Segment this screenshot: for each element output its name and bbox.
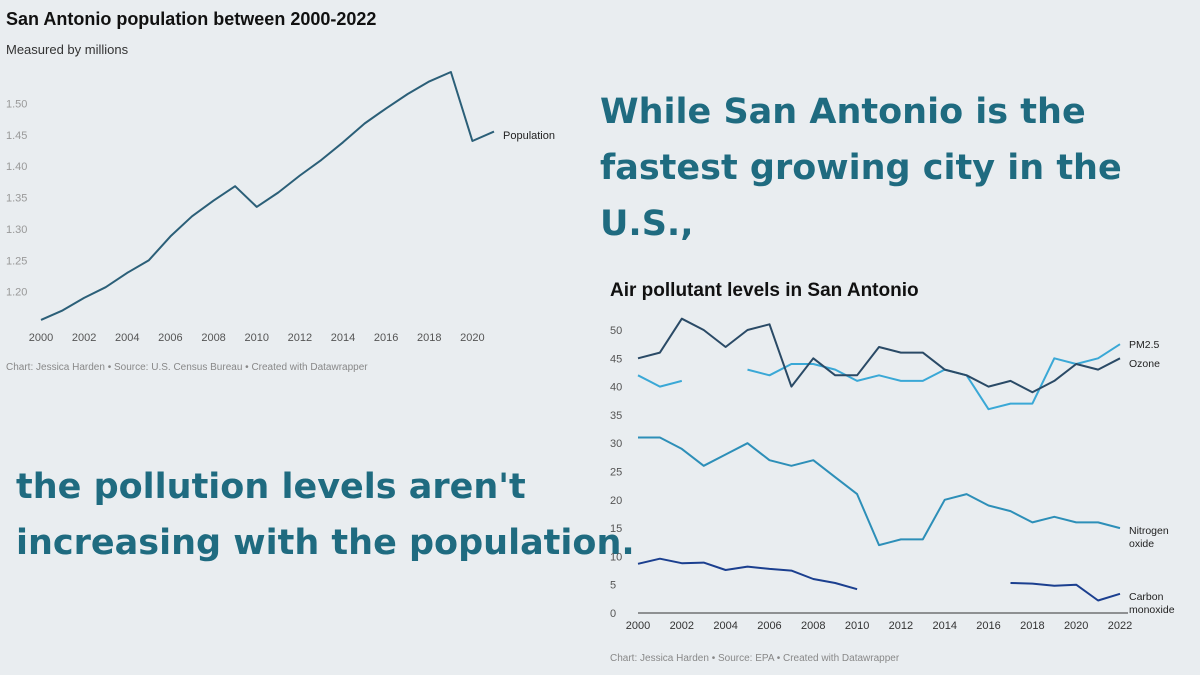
series-line-nitrogen-oxide xyxy=(638,436,1121,547)
series-label-ozone: Ozone xyxy=(1129,358,1160,370)
x-tick-label: 2018 xyxy=(417,332,441,344)
x-tick-label: 2012 xyxy=(288,332,312,344)
series-label-population: Population xyxy=(503,130,555,142)
series-label-nitrogen-oxide: oxide xyxy=(1129,538,1154,550)
y-tick-label: 1.35 xyxy=(6,193,27,205)
population-chart: 1.20 1.25 1.30 1.35 1.40 1.45 1.50 2000 2002 2004… xyxy=(6,71,555,344)
series-line-carbon-monoxide xyxy=(1010,582,1121,602)
x-tick-label: 2014 xyxy=(932,620,956,632)
x-tick-label: 2002 xyxy=(72,332,96,344)
x-tick-label: 2018 xyxy=(1020,620,1044,632)
x-tick-label: 2006 xyxy=(158,332,182,344)
series-label-nitrogen-oxide: Nitrogen xyxy=(1129,525,1169,537)
y-tick-label: 1.20 xyxy=(6,287,27,299)
x-tick-label: 2016 xyxy=(976,620,1000,632)
x-tick-label: 2000 xyxy=(29,332,53,344)
y-tick-label: 0 xyxy=(610,608,616,620)
x-tick-label: 2016 xyxy=(374,332,398,344)
x-tick-label: 2020 xyxy=(460,332,484,344)
series-line-carbon-monoxide xyxy=(637,557,858,591)
series-label-pm2-5: PM2.5 xyxy=(1129,339,1160,351)
pollution-chart-source: Chart: Jessica Harden • Source: EPA • Cr… xyxy=(610,653,900,664)
x-tick-label: 2010 xyxy=(845,620,869,632)
population-chart-source: Chart: Jessica Harden • Source: U.S. Cen… xyxy=(6,362,368,373)
headline-top-line-2: fastest growing city in the U.S., xyxy=(600,148,1122,244)
x-tick-label: 2000 xyxy=(626,620,650,632)
series-label-carbon-monoxide: monoxide xyxy=(1129,604,1175,616)
pollution-chart: 0 5 10 15 20 25 30 35 40 45 50 2000 2002 2004 2006 2008… xyxy=(610,317,1175,632)
x-tick-label: 2006 xyxy=(757,620,781,632)
y-tick-label: 25 xyxy=(610,467,622,479)
pollution-chart-title: Air pollutant levels in San Antonio xyxy=(610,280,919,301)
x-tick-label: 2012 xyxy=(889,620,913,632)
x-tick-label: 2022 xyxy=(1108,620,1132,632)
y-tick-label: 1.50 xyxy=(6,98,27,110)
y-tick-label: 1.40 xyxy=(6,161,27,173)
x-tick-label: 2008 xyxy=(801,620,825,632)
y-tick-label: 35 xyxy=(610,410,622,422)
y-tick-label: 45 xyxy=(610,353,622,365)
y-tick-label: 10 xyxy=(610,551,622,563)
x-tick-label: 2020 xyxy=(1064,620,1088,632)
population-chart-subtitle: Measured by millions xyxy=(6,42,129,57)
y-tick-label: 5 xyxy=(610,580,616,592)
headline-top: While San Antonio is the fastest growing… xyxy=(600,84,1200,252)
y-tick-label: 1.45 xyxy=(6,130,27,142)
headline-bottom-line-1: the pollution levels aren't xyxy=(16,467,526,507)
x-tick-label: 2010 xyxy=(244,332,268,344)
population-chart-title: San Antonio population between 2000-2022 xyxy=(6,9,377,29)
x-tick-label: 2004 xyxy=(115,332,139,344)
x-tick-label: 2004 xyxy=(713,620,737,632)
y-tick-label: 50 xyxy=(610,325,622,337)
headline-top-line-1: While San Antonio is the xyxy=(600,92,1086,132)
y-tick-label: 40 xyxy=(610,382,622,394)
series-line-population xyxy=(40,71,495,321)
series-line-pm2-5 xyxy=(637,374,683,388)
series-line-pm2-5 xyxy=(747,343,1121,411)
series-line-ozone xyxy=(637,317,1121,394)
x-tick-label: 2002 xyxy=(670,620,694,632)
x-tick-label: 2008 xyxy=(201,332,225,344)
headline-bottom: the pollution levels aren't increasing w… xyxy=(16,459,635,571)
y-tick-label: 15 xyxy=(610,523,622,535)
y-tick-label: 1.25 xyxy=(6,255,27,267)
series-label-carbon-monoxide: Carbon xyxy=(1129,591,1164,603)
y-tick-label: 1.30 xyxy=(6,224,27,236)
y-tick-label: 20 xyxy=(610,495,622,507)
x-tick-label: 2014 xyxy=(331,332,355,344)
y-tick-label: 30 xyxy=(610,438,622,450)
headline-bottom-line-2: increasing with the population. xyxy=(16,523,635,563)
